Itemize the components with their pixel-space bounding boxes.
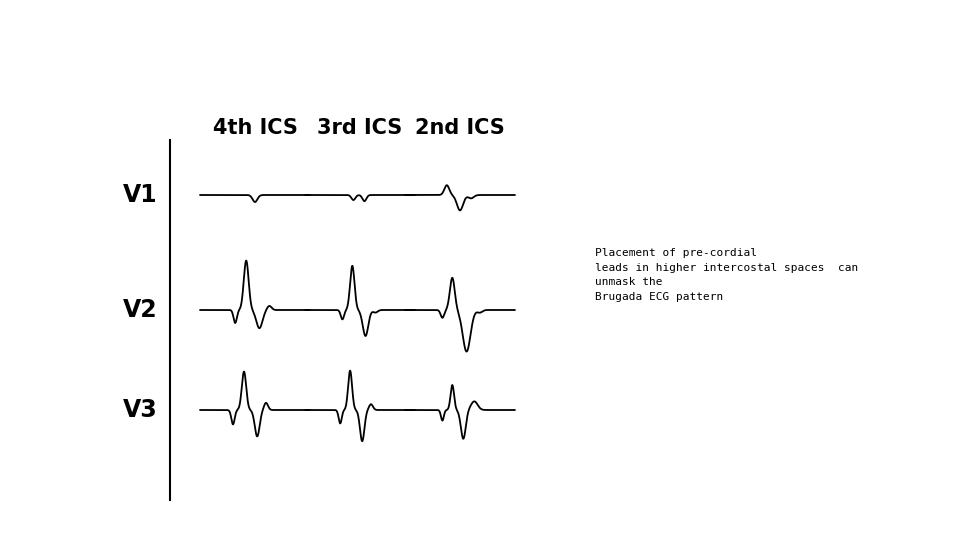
Text: Placement of pre-cordial
leads in higher intercostal spaces  can
unmask the
Brug: Placement of pre-cordial leads in higher… [595, 248, 858, 302]
Text: V1: V1 [124, 183, 158, 207]
Text: 4th ICS: 4th ICS [212, 118, 298, 138]
Text: V2: V2 [124, 298, 158, 322]
Text: 2nd ICS: 2nd ICS [415, 118, 505, 138]
Text: 3rd ICS: 3rd ICS [318, 118, 402, 138]
Text: V3: V3 [123, 398, 158, 422]
